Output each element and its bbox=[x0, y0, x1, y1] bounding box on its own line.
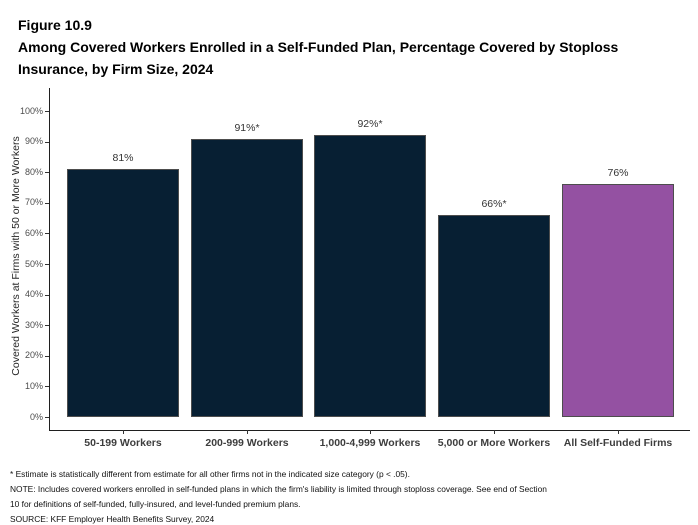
source-note: SOURCE: KFF Employer Health Benefits Sur… bbox=[10, 514, 215, 524]
y-tick-label: 100% bbox=[19, 105, 43, 116]
x-tick bbox=[494, 430, 495, 434]
y-tick-label: 30% bbox=[24, 319, 43, 330]
y-tick bbox=[45, 264, 49, 265]
y-tick-label: 60% bbox=[24, 227, 43, 238]
x-axis-line bbox=[49, 430, 690, 431]
figure-number: Figure 10.9 bbox=[18, 17, 92, 33]
x-axis-label: 50-199 Workers bbox=[84, 437, 162, 449]
y-tick bbox=[45, 141, 49, 143]
y-tick bbox=[45, 233, 49, 235]
chart-title-line-1: Among Covered Workers Enrolled in a Self… bbox=[18, 39, 619, 55]
note-line-1: NOTE: Includes covered workers enrolled … bbox=[10, 484, 547, 494]
x-tick bbox=[247, 430, 248, 434]
bar-value-label: 76% bbox=[607, 167, 629, 179]
y-tick bbox=[45, 325, 49, 327]
star-note: * Estimate is statistically different fr… bbox=[10, 469, 410, 479]
y-tick-label: 40% bbox=[24, 289, 43, 300]
y-tick bbox=[45, 111, 49, 112]
bar-5-000-or-more-workers bbox=[438, 215, 550, 417]
footnotes: * Estimate is statistically different fr… bbox=[10, 467, 547, 525]
y-tick bbox=[45, 386, 49, 388]
chart-title-line-2: Insurance, by Firm Size, 2024 bbox=[18, 61, 214, 77]
y-tick-label: 10% bbox=[24, 380, 43, 391]
x-axis-label: All Self-Funded Firms bbox=[563, 437, 673, 449]
y-tick bbox=[45, 417, 49, 418]
title-block: Figure 10.9 Among Covered Workers Enroll… bbox=[18, 14, 618, 80]
bar-value-label: 66%* bbox=[481, 198, 507, 210]
bar-50-199-workers bbox=[67, 169, 179, 417]
y-tick-label: 80% bbox=[24, 166, 43, 177]
note-line-2: 10 for definitions of self-funded, fully… bbox=[10, 499, 301, 509]
bar-200-999-workers bbox=[191, 139, 303, 417]
y-tick-label: 0% bbox=[29, 411, 43, 422]
bar-value-label: 81% bbox=[112, 152, 134, 164]
bar-all-self-funded-firms bbox=[562, 184, 674, 417]
bar-1-000-4-999-workers bbox=[314, 135, 426, 417]
y-tick-label: 20% bbox=[24, 350, 43, 361]
y-tick bbox=[45, 172, 49, 174]
x-tick bbox=[370, 430, 371, 434]
bar-value-label: 91%* bbox=[234, 122, 260, 134]
bar-value-label: 92%* bbox=[357, 118, 383, 130]
y-tick-label: 90% bbox=[24, 136, 43, 147]
y-axis-line bbox=[49, 88, 50, 431]
x-axis-label: 1,000-4,999 Workers bbox=[319, 437, 421, 449]
x-axis-label: 5,000 or More Workers bbox=[437, 437, 551, 449]
x-tick bbox=[123, 430, 124, 434]
x-axis-label: 200-999 Workers bbox=[205, 437, 289, 449]
x-tick bbox=[618, 430, 619, 434]
y-tick-label: 50% bbox=[24, 258, 43, 269]
y-tick-label: 70% bbox=[24, 197, 43, 208]
y-tick bbox=[45, 202, 49, 204]
y-tick bbox=[45, 355, 49, 357]
y-tick bbox=[45, 294, 49, 296]
